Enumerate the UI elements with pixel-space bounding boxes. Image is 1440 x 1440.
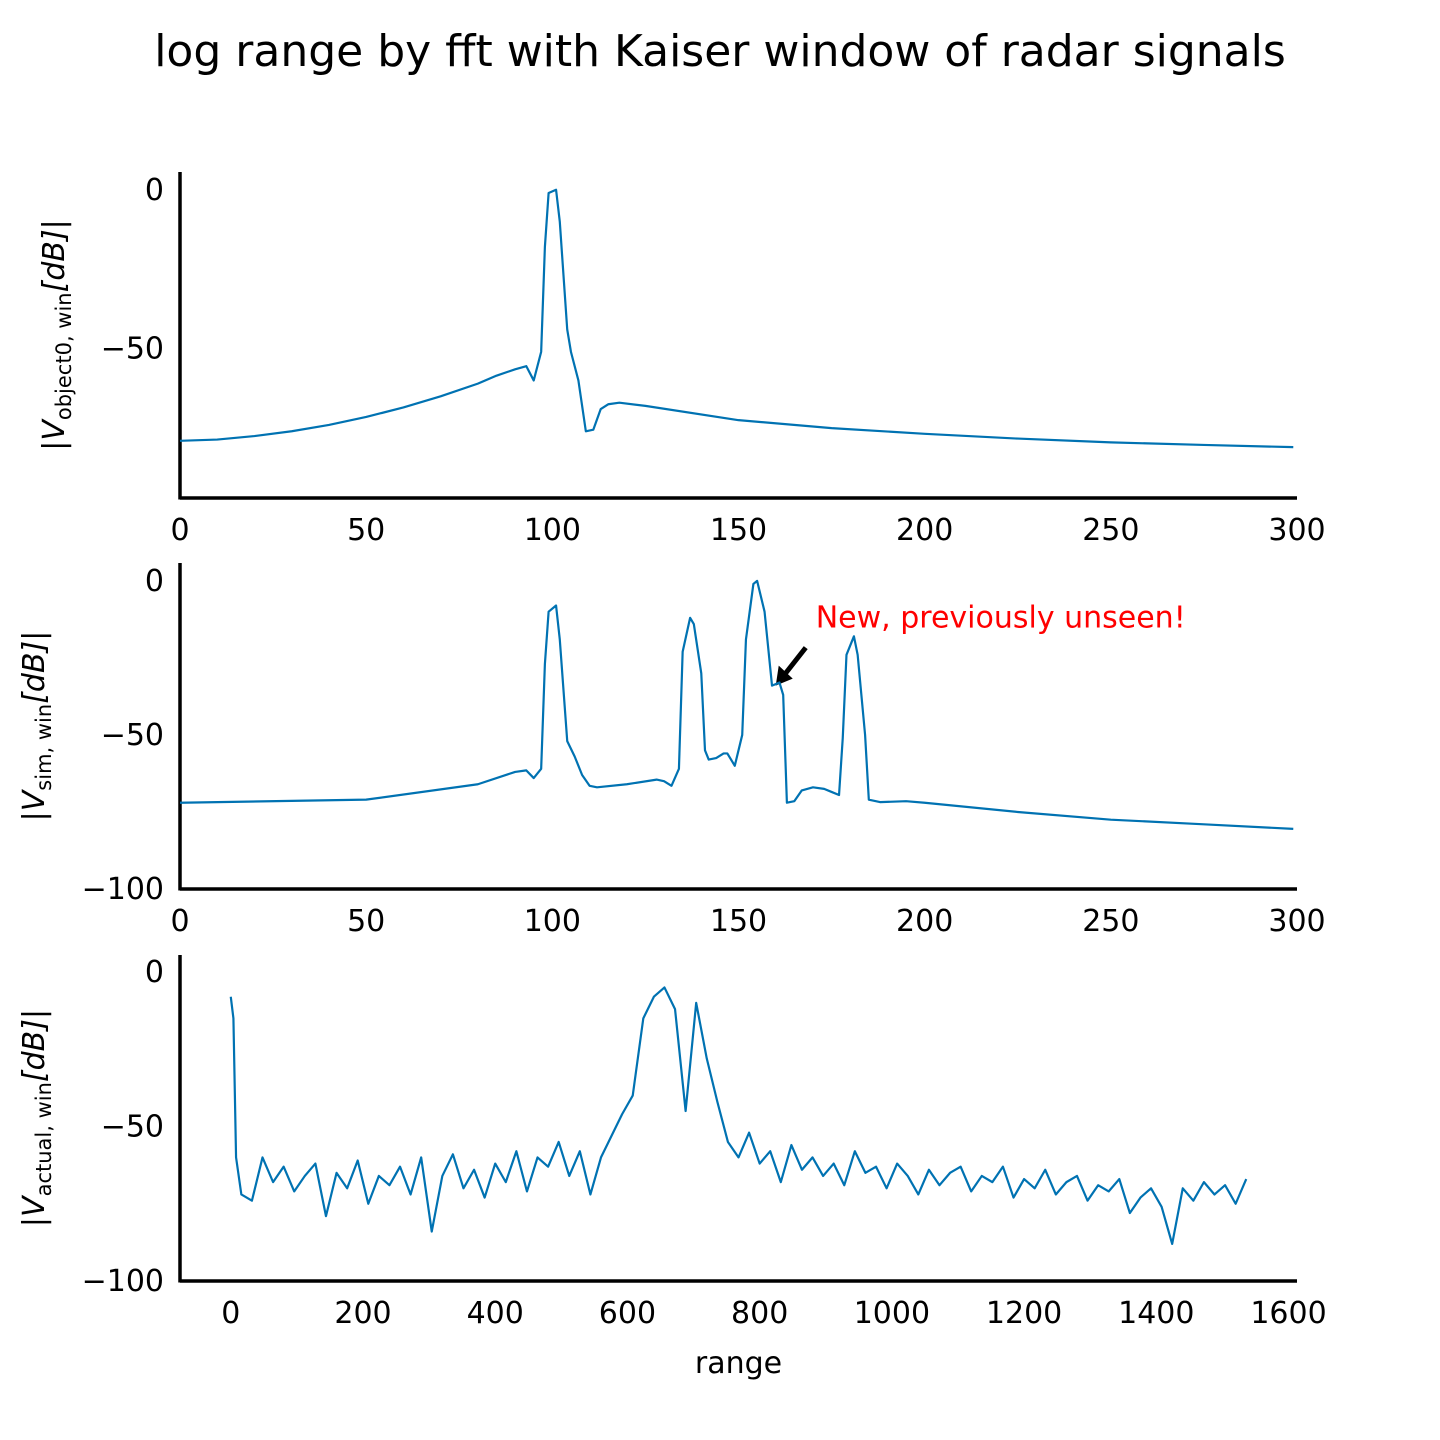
x-tick-label: 1600 [1250,1296,1326,1331]
x-tick-label: 150 [710,904,767,939]
y-axis-label-part: [dB]| [17,631,52,704]
y-axis-label-part: [dB]| [17,1009,52,1082]
x-tick-label: 250 [1082,513,1139,548]
x-tick-label: 300 [1268,904,1325,939]
subplot: 0 200 400 600 800 1000 1200 1400 1600 0 −50 −100 |Va… [17,955,1327,1381]
y-tick-label: 0 [145,564,164,599]
y-axis-label-part: sim, win [32,704,56,791]
annotation-text: New, previously unseen! [816,601,1186,636]
x-tick-label: 250 [1082,904,1139,939]
y-axis-label-part: |V [17,788,52,821]
subplot: 0 50 100 150 200 250 300 0 −50 |Vobject0, win[dB]… [37,172,1326,548]
x-tick-label: 150 [710,513,767,548]
y-tick-label: −100 [82,872,164,907]
figure-title: log range by fft with Kaiser window of r… [154,26,1286,77]
y-axis-label: |Vsim, win[dB]| [17,631,56,822]
y-tick-label: 0 [145,173,164,208]
x-tick-label: 0 [221,1296,240,1331]
x-tick-label: 1200 [986,1296,1062,1331]
x-tick-label: 200 [896,513,953,548]
x-tick-label: 200 [896,904,953,939]
y-tick-label: −50 [101,1109,164,1144]
x-tick-label: 0 [170,513,189,548]
y-tick-label: −50 [101,718,164,753]
annotation-arrow [781,646,808,678]
x-tick-label: 50 [347,513,385,548]
x-tick-label: 300 [1268,513,1325,548]
x-tick-label: 200 [334,1296,391,1331]
y-tick-label: −50 [101,332,164,367]
y-axis-label-part: object0, win [52,292,76,420]
x-tick-label: 50 [347,904,385,939]
x-tick-label: 100 [524,904,581,939]
annotation-arrowhead [775,665,793,686]
y-axis-label-part: |V [37,418,72,451]
y-axis-label-part: [dB]| [37,219,72,292]
y-axis-label-part: |V [17,1194,52,1227]
y-tick-label: −100 [82,1264,164,1299]
x-tick-label: 600 [599,1296,656,1331]
y-axis-label: |Vactual, win[dB]| [17,1009,56,1227]
data-line [179,579,1294,831]
x-tick-label: 400 [467,1296,524,1331]
x-axis-label: range [695,1346,782,1381]
y-tick-label: 0 [145,955,164,990]
x-tick-label: 800 [731,1296,788,1331]
x-tick-label: 100 [524,513,581,548]
y-axis-label: |Vobject0, win[dB]| [37,219,76,451]
subplot: 0 50 100 150 200 250 300 0 −50 −100 |Vsim, win[dB]… [17,563,1326,939]
x-tick-label: 1400 [1118,1296,1194,1331]
x-tick-label: 0 [170,904,189,939]
x-tick-label: 1000 [854,1296,930,1331]
data-line [229,986,1248,1246]
data-line [179,188,1294,449]
y-axis-label-part: actual, win [32,1082,56,1196]
